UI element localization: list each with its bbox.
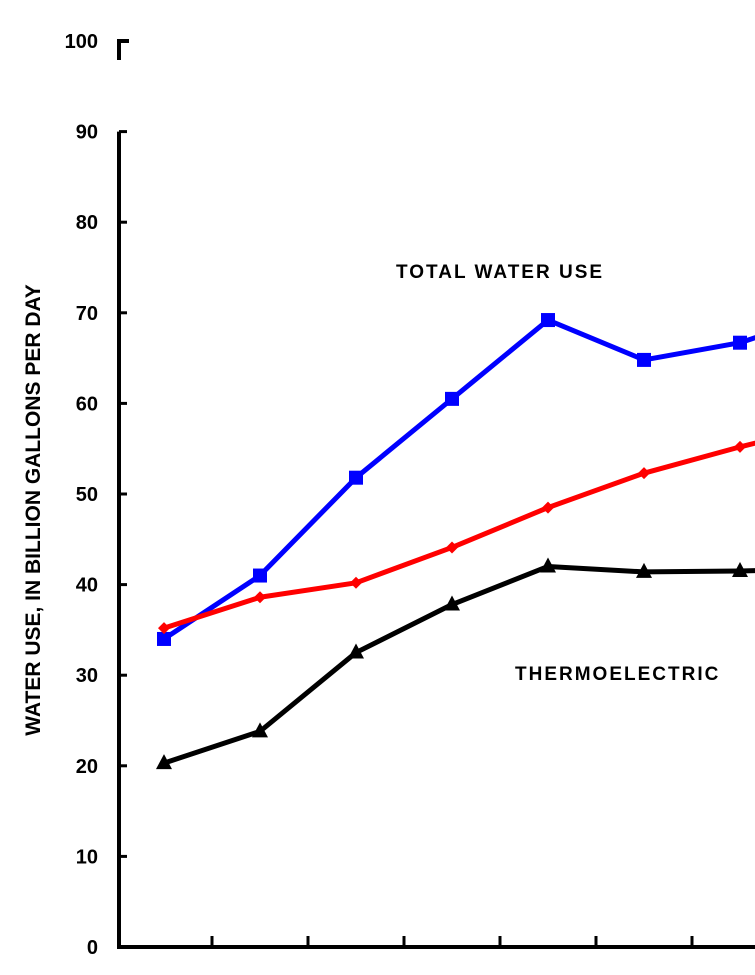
data-point (252, 722, 268, 738)
y-tick-label: 10 (76, 846, 98, 868)
series-layer (156, 313, 755, 770)
y-tick-label: 90 (76, 122, 98, 144)
data-point (446, 541, 458, 554)
data-point (732, 562, 748, 578)
y-axis: 0 10 20 30 40 50 60 70 80 90 100 (65, 31, 129, 959)
data-point (541, 313, 555, 328)
y-tick-label: 100 (65, 31, 98, 53)
y-tick-label: 30 (76, 665, 98, 687)
data-point (444, 595, 460, 611)
data-point (638, 467, 650, 480)
y-tick-label: 80 (76, 212, 98, 234)
y-tick-label: 50 (76, 484, 98, 506)
data-point (636, 562, 652, 578)
series-line (162, 317, 755, 642)
data-point (157, 631, 171, 646)
y-tick-label: 40 (76, 575, 98, 597)
data-point (733, 335, 747, 350)
data-point (156, 754, 172, 770)
data-point (445, 391, 459, 406)
data-point (734, 440, 746, 453)
y-axis-title: WATER USE, IN BILLION GALLONS PER DAY (22, 284, 45, 736)
y-tick-label: 60 (76, 393, 98, 415)
data-point (350, 576, 362, 589)
data-point (348, 643, 364, 659)
data-point (637, 352, 651, 367)
series-label-total-water-use: TOTAL WATER USE (396, 262, 604, 283)
y-tick-label: 20 (76, 756, 98, 778)
y-tick-label: 0 (87, 937, 98, 959)
data-point (158, 622, 170, 635)
series-2 (158, 440, 755, 635)
series-1 (157, 313, 755, 646)
data-point (349, 470, 363, 485)
data-point (540, 557, 556, 573)
series-3 (156, 557, 755, 770)
data-point (254, 591, 266, 604)
y-tick-label: 70 (76, 303, 98, 325)
data-point (542, 501, 554, 514)
series-line (163, 563, 755, 766)
series-label-thermoelectric: THERMOELECTRIC (515, 664, 720, 685)
x-axis (117, 936, 755, 949)
series-line (163, 440, 755, 631)
data-point (253, 568, 267, 583)
